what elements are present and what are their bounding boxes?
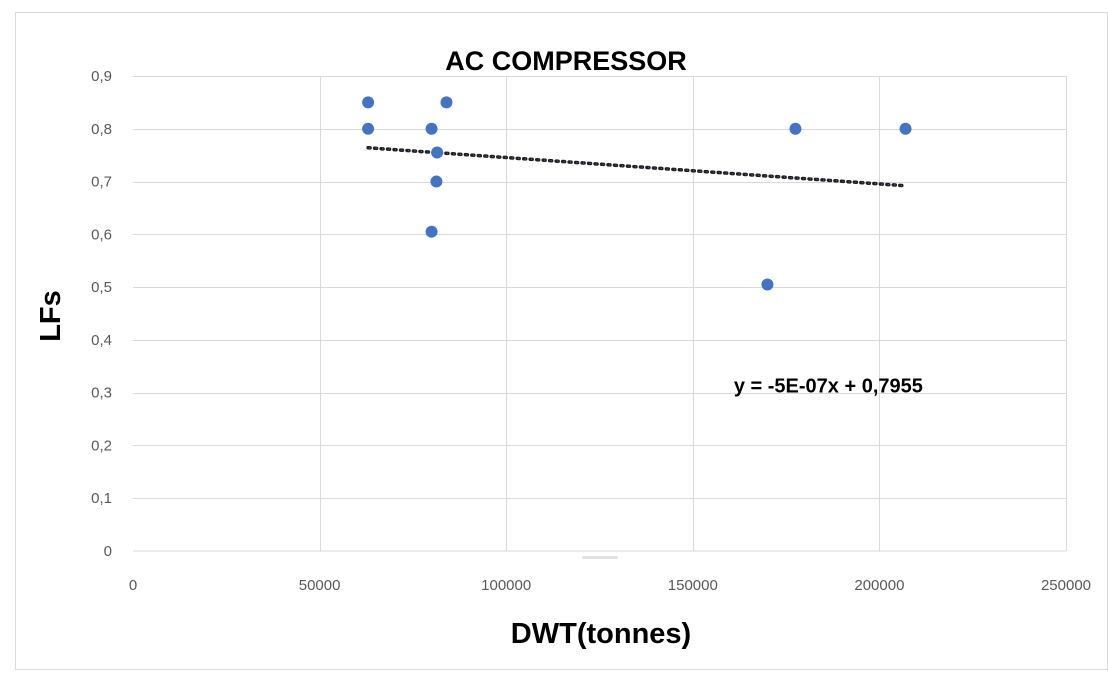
scatter-point[interactable] — [761, 278, 773, 290]
chart-title: AC COMPRESSOR — [445, 46, 687, 76]
x-tick-label: 200000 — [854, 577, 904, 594]
y-tick-label: 0,8 — [91, 121, 112, 138]
scatter-point[interactable] — [440, 96, 452, 108]
scatter-point[interactable] — [426, 226, 438, 238]
scroll-handle[interactable] — [582, 556, 618, 559]
x-tick-label: 250000 — [1041, 577, 1091, 594]
x-tick-label: 50000 — [299, 577, 341, 594]
scatter-point[interactable] — [426, 123, 438, 135]
y-tick-label: 0,4 — [91, 332, 112, 349]
y-tick-label: 0,1 — [91, 490, 112, 507]
y-tick-label: 0,9 — [91, 68, 112, 85]
y-tick-label: 0,2 — [91, 437, 112, 454]
x-axis-title: DWT(tonnes) — [511, 618, 691, 650]
y-axis-title: LFs — [35, 290, 67, 342]
trendline-equation: y = -5E-07x + 0,7955 — [734, 376, 923, 398]
x-tick-label: 0 — [129, 577, 137, 594]
scatter-point[interactable] — [431, 147, 443, 159]
y-tick-label: 0 — [104, 543, 112, 560]
scatter-point[interactable] — [362, 123, 374, 135]
y-tick-label: 0,7 — [91, 174, 112, 191]
y-tick-label: 0,6 — [91, 226, 112, 243]
scatter-point[interactable] — [789, 123, 801, 135]
y-tick-label: 0,5 — [91, 279, 112, 296]
scatter-point[interactable] — [430, 176, 442, 188]
y-tick-label: 0,3 — [91, 385, 112, 402]
scatter-point[interactable] — [362, 96, 374, 108]
x-tick-label: 100000 — [481, 577, 531, 594]
x-tick-label: 150000 — [668, 577, 718, 594]
scatter-point[interactable] — [900, 123, 912, 135]
